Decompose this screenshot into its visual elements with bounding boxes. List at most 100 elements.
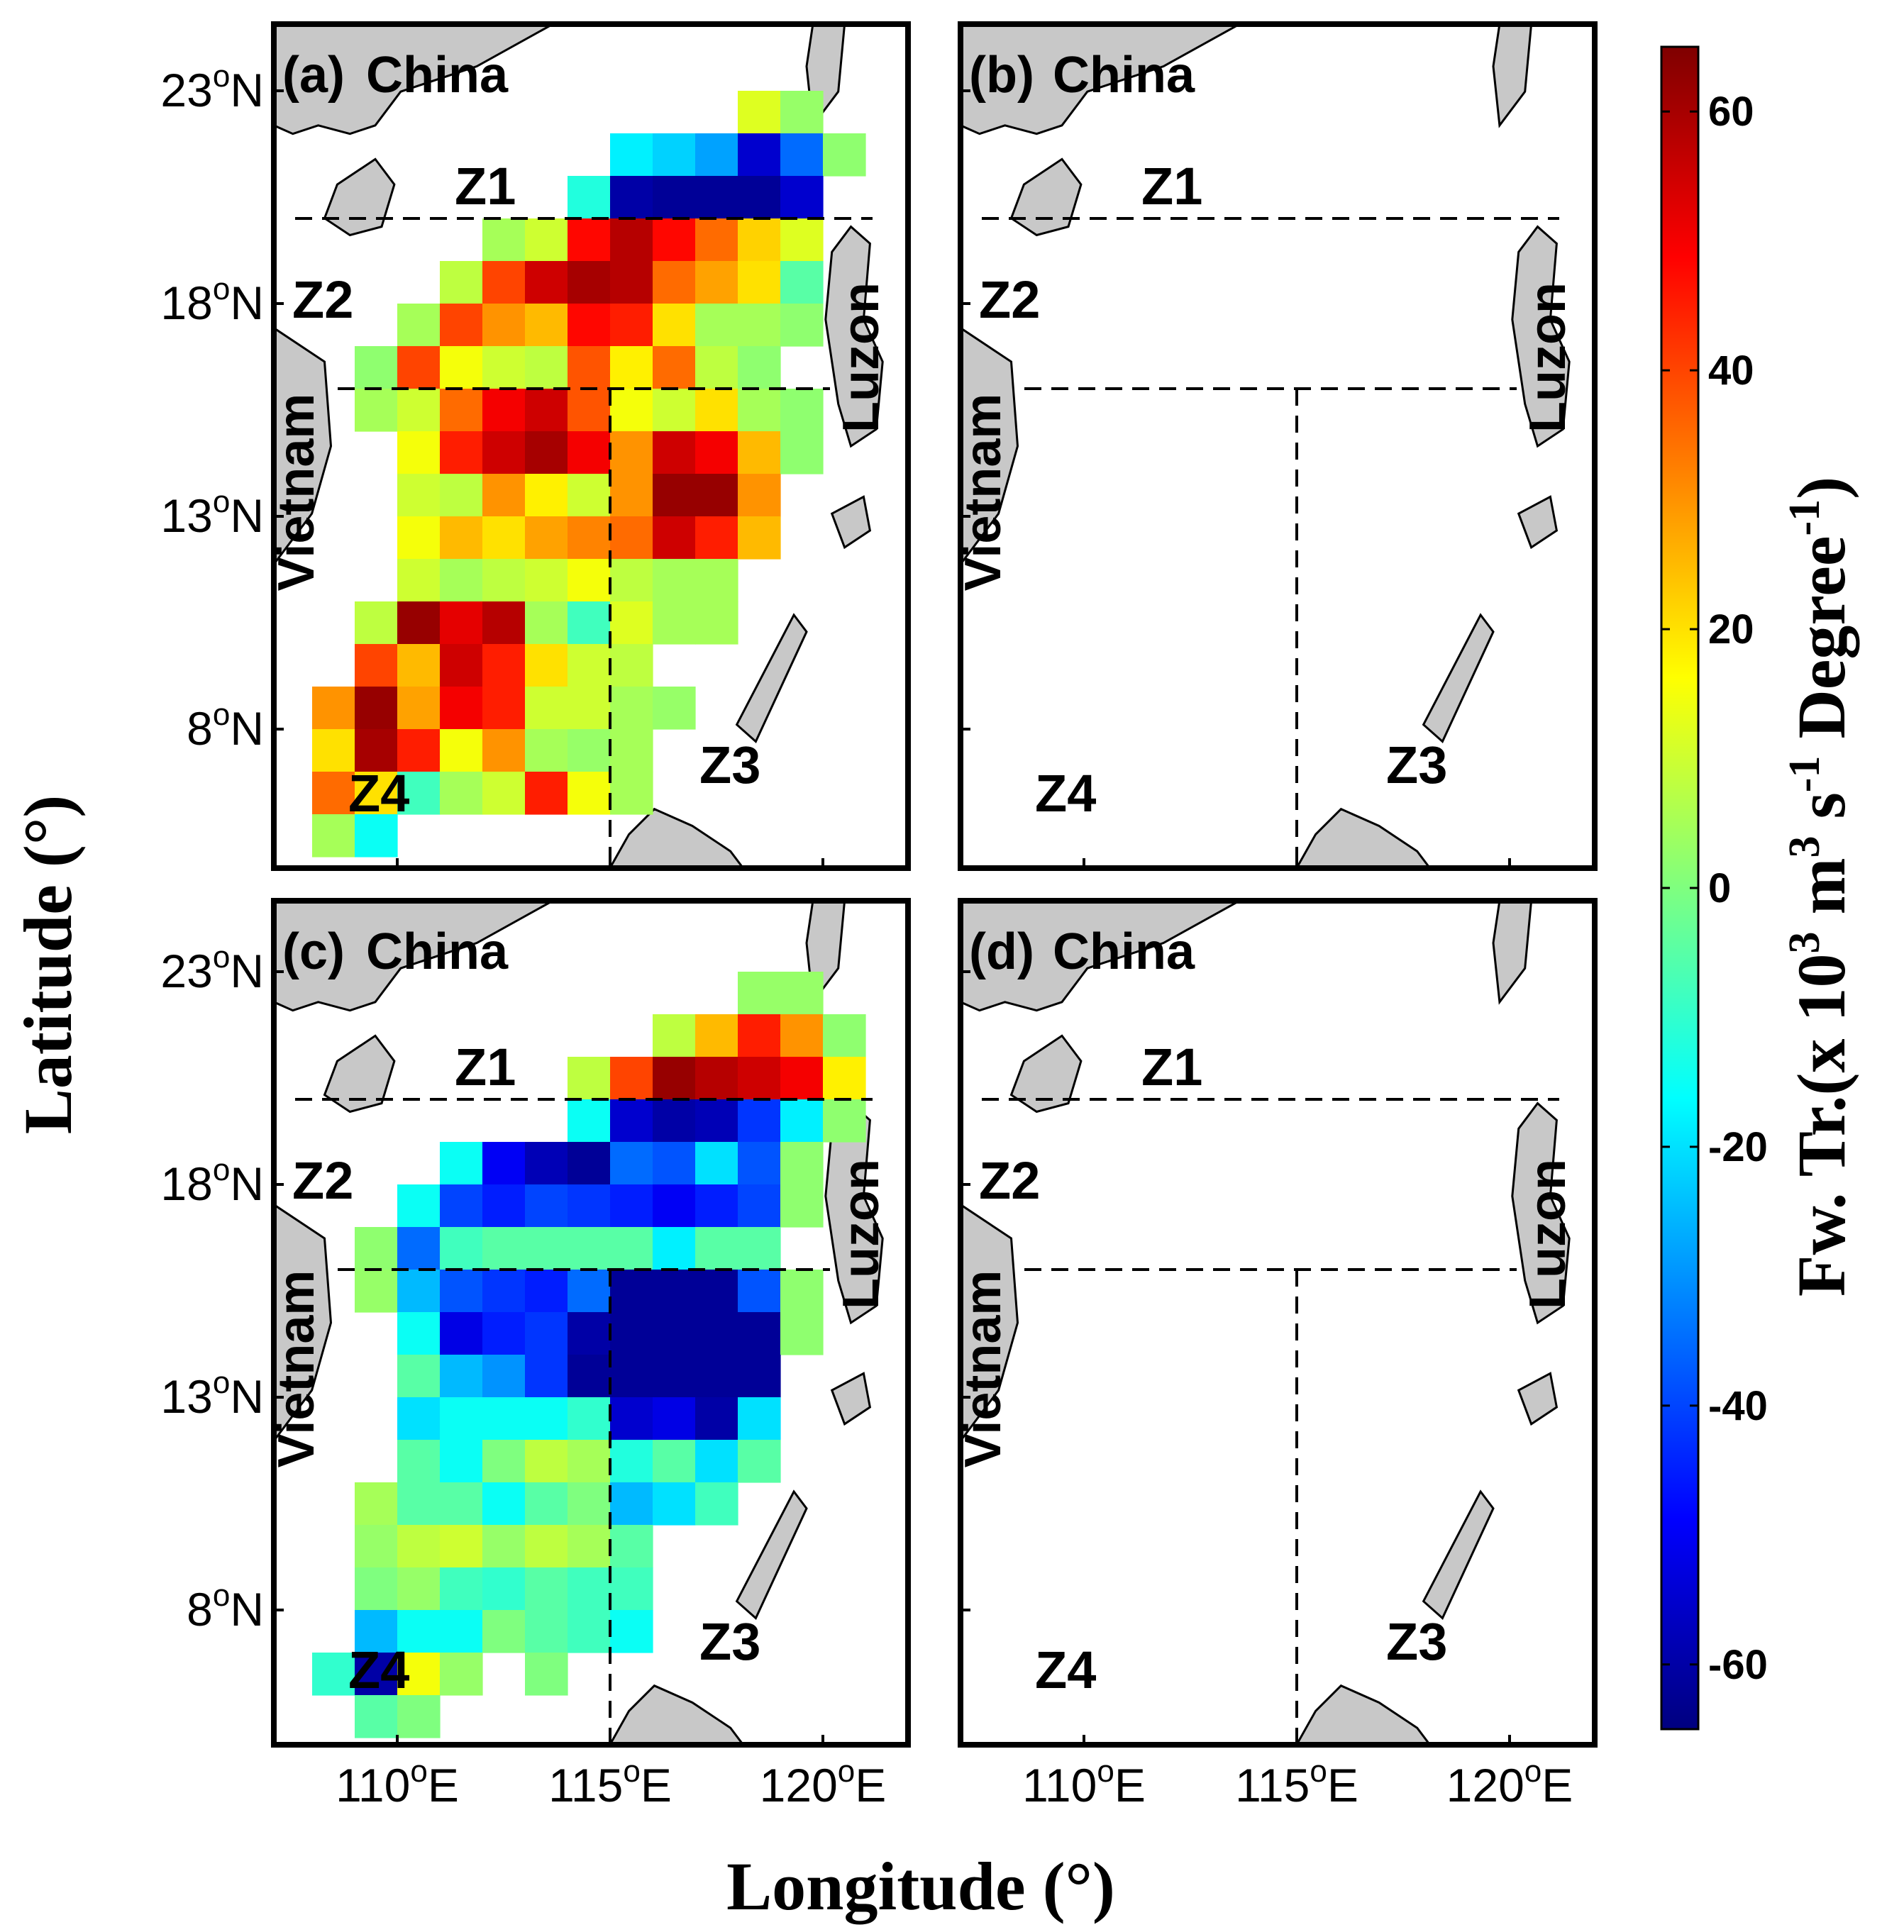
heatmap-cell bbox=[355, 1525, 398, 1568]
heatmap-cell bbox=[653, 1099, 696, 1143]
heatmap-cell bbox=[780, 389, 824, 432]
heatmap-cell bbox=[610, 1355, 653, 1398]
heatmap-cell bbox=[695, 1184, 738, 1228]
place-label-china: China bbox=[366, 923, 509, 980]
land-palawan bbox=[1422, 613, 1495, 743]
land-vietnam bbox=[961, 1203, 1019, 1443]
colorbar-tick-label: 0 bbox=[1708, 865, 1731, 911]
heatmap-cell bbox=[653, 389, 696, 432]
heatmap-cell bbox=[610, 346, 653, 389]
heatmap-cell bbox=[568, 218, 611, 262]
heatmap-cell bbox=[610, 1057, 653, 1100]
heatmap-cell bbox=[610, 687, 653, 730]
heatmap-cell bbox=[653, 431, 696, 474]
place-label-vietnam: Vietnam bbox=[268, 394, 325, 592]
heatmap-cell bbox=[568, 559, 611, 602]
heatmap-cell bbox=[653, 1014, 696, 1057]
zone-label-z4: Z4 bbox=[1035, 1640, 1096, 1699]
zone-label-z2: Z2 bbox=[292, 1151, 353, 1210]
heatmap-cell bbox=[440, 389, 483, 432]
heatmap-cell bbox=[440, 1312, 483, 1355]
heatmap-cell bbox=[525, 431, 568, 474]
colorbar-tick-label: -60 bbox=[1708, 1642, 1768, 1688]
heatmap-cell bbox=[397, 1270, 441, 1313]
heatmap-cell bbox=[610, 1099, 653, 1143]
place-label-china: China bbox=[1053, 923, 1195, 980]
heatmap-cell bbox=[738, 133, 781, 177]
heatmap-cell bbox=[780, 304, 824, 347]
heatmap-cell bbox=[610, 304, 653, 347]
heatmap-cell bbox=[482, 1610, 526, 1653]
colorbar-tick-label: 20 bbox=[1708, 606, 1754, 653]
land-borneo bbox=[1295, 1684, 1432, 1745]
heatmap-cell bbox=[568, 1184, 611, 1228]
heatmap-cell bbox=[525, 1525, 568, 1568]
heatmap-cell bbox=[482, 346, 526, 389]
heatmap-cell bbox=[525, 304, 568, 347]
heatmap-cell bbox=[525, 1099, 568, 1143]
heatmap-cell bbox=[695, 1142, 738, 1185]
heatmap-cell bbox=[355, 729, 398, 772]
panel-label: (d) bbox=[969, 923, 1034, 980]
zone-label-z1: Z1 bbox=[455, 157, 516, 216]
heatmap-cell bbox=[568, 516, 611, 560]
heatmap-cell bbox=[482, 1142, 526, 1185]
heatmap-cell bbox=[525, 1440, 568, 1483]
heatmap-cell bbox=[610, 729, 653, 772]
heatmap-cell bbox=[355, 1610, 398, 1653]
heatmap-cell bbox=[525, 1482, 568, 1526]
heatmap-cell bbox=[397, 644, 441, 687]
heatmap-cell bbox=[568, 431, 611, 474]
heatmap-cell bbox=[440, 304, 483, 347]
heatmap-cell bbox=[355, 1567, 398, 1611]
heatmap-cell bbox=[653, 304, 696, 347]
panel-b: (b) China Vietnam Luzon Z1 Z2 Z3 Z4 bbox=[955, 21, 1598, 871]
place-label-luzon: Luzon bbox=[833, 1159, 890, 1309]
heatmap-cell bbox=[653, 218, 696, 262]
heatmap-cell bbox=[610, 1440, 653, 1483]
heatmap-cell bbox=[355, 1653, 398, 1696]
heatmap-cell bbox=[482, 1525, 526, 1568]
heatmap-cell bbox=[397, 687, 441, 730]
colorbar-tick-label: -40 bbox=[1708, 1383, 1768, 1429]
place-label-luzon: Luzon bbox=[1520, 282, 1576, 433]
heatmap-cell bbox=[355, 346, 398, 389]
heatmap-cell bbox=[780, 431, 824, 474]
heatmap-cell bbox=[653, 1142, 696, 1185]
heatmap-cell bbox=[397, 772, 441, 815]
colorbar-title-mid3: Degree bbox=[1783, 536, 1859, 756]
heatmap-cell bbox=[482, 389, 526, 432]
heatmap-cell bbox=[780, 133, 824, 177]
heatmap-cell bbox=[695, 516, 738, 560]
heatmap-cell bbox=[738, 474, 781, 517]
heatmap-cell bbox=[695, 601, 738, 645]
land-mindoro bbox=[830, 495, 872, 550]
heatmap-cell bbox=[440, 1653, 483, 1696]
heatmap-cell bbox=[738, 176, 781, 219]
zone-label-z2: Z2 bbox=[979, 270, 1040, 329]
panel-frame bbox=[958, 898, 1598, 1748]
land-luzon bbox=[1511, 225, 1571, 448]
heatmap-cell bbox=[610, 1525, 653, 1568]
colorbar-tick-label: -20 bbox=[1708, 1124, 1768, 1170]
heatmap-cell bbox=[525, 1567, 568, 1611]
heatmap-cell bbox=[568, 1312, 611, 1355]
heatmap-cell bbox=[525, 1184, 568, 1228]
heatmap-cell bbox=[525, 346, 568, 389]
heatmap-cell bbox=[610, 1397, 653, 1440]
heatmap-cell bbox=[397, 1482, 441, 1526]
zone-label-z3: Z3 bbox=[699, 1612, 760, 1671]
heatmap-cell bbox=[482, 1482, 526, 1526]
panel-map bbox=[961, 24, 1571, 868]
heatmap-cell bbox=[695, 389, 738, 432]
panel-frame bbox=[958, 21, 1598, 871]
heatmap-cell bbox=[482, 218, 526, 262]
y-tick-label: 23oN bbox=[160, 940, 264, 997]
heatmap-cell bbox=[695, 1099, 738, 1143]
colorbar-title-main: Fw. Tr.(x 10 bbox=[1783, 954, 1859, 1297]
heatmap-cell bbox=[440, 346, 483, 389]
heatmap-cell bbox=[440, 1567, 483, 1611]
land-china bbox=[961, 24, 1242, 135]
